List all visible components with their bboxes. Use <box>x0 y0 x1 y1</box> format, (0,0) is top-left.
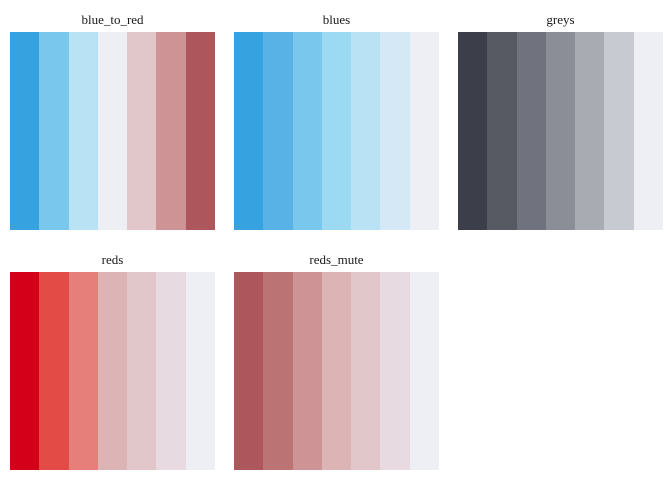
color-swatch-1 <box>458 32 488 230</box>
color-swatch-6 <box>380 32 410 230</box>
palette-panel-reds-mute: reds_mute <box>234 250 439 472</box>
swatch-strip <box>10 272 215 470</box>
color-swatch-1 <box>10 272 40 470</box>
color-swatch-2 <box>39 32 69 230</box>
color-swatch-4 <box>97 32 128 230</box>
palette-panel-greys: greys <box>458 10 663 232</box>
color-swatch-3 <box>516 32 546 230</box>
color-swatch-4 <box>321 32 352 230</box>
color-swatch-7 <box>185 272 215 470</box>
color-swatch-5 <box>127 272 157 470</box>
palette-panel-blue-to-red: blue_to_red <box>10 10 215 232</box>
color-swatch-4 <box>545 32 576 230</box>
palette-title: reds <box>101 252 124 267</box>
palette-panel-blues: blues <box>234 10 439 232</box>
swatch-strip <box>234 272 439 470</box>
color-swatch-7 <box>409 32 439 230</box>
palette-panel-reds: reds <box>10 250 215 472</box>
color-swatch-3 <box>68 32 98 230</box>
color-swatch-1 <box>234 272 264 470</box>
color-swatch-6 <box>156 272 186 470</box>
color-swatch-5 <box>351 32 381 230</box>
swatch-strip <box>458 32 663 230</box>
color-swatch-7 <box>409 272 439 470</box>
color-swatch-4 <box>321 272 352 470</box>
swatch-strip <box>234 32 439 230</box>
color-swatch-5 <box>575 32 605 230</box>
color-swatch-2 <box>263 32 293 230</box>
color-swatch-3 <box>68 272 98 470</box>
color-swatch-3 <box>292 272 322 470</box>
color-swatch-5 <box>351 272 381 470</box>
palette-title: blue_to_red <box>81 12 144 27</box>
color-swatch-4 <box>97 272 128 470</box>
color-swatch-5 <box>127 32 157 230</box>
color-swatch-6 <box>604 32 634 230</box>
palette-title: blues <box>322 12 351 27</box>
color-swatch-2 <box>487 32 517 230</box>
color-swatch-3 <box>292 32 322 230</box>
color-swatch-6 <box>380 272 410 470</box>
color-swatch-2 <box>263 272 293 470</box>
color-swatch-6 <box>156 32 186 230</box>
color-swatch-7 <box>185 32 215 230</box>
color-swatch-7 <box>633 32 663 230</box>
color-swatch-1 <box>234 32 264 230</box>
swatch-strip <box>10 32 215 230</box>
color-swatch-1 <box>10 32 40 230</box>
palette-title: greys <box>546 12 575 27</box>
palette-title: reds_mute <box>309 252 364 267</box>
color-swatch-2 <box>39 272 69 470</box>
